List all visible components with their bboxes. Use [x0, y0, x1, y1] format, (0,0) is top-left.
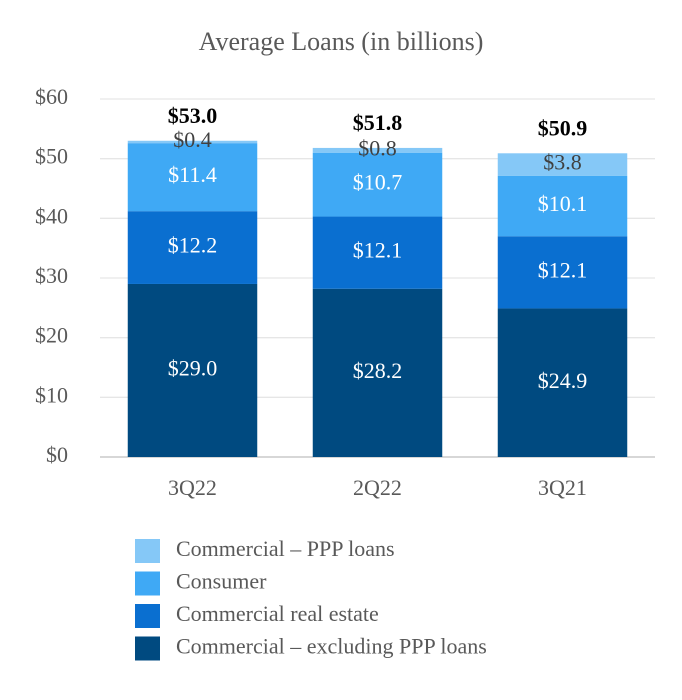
legend-label: Consumer [176, 569, 267, 594]
value-label: $28.2 [353, 358, 403, 383]
bar-segment [497, 175, 628, 237]
value-label: $12.1 [538, 257, 588, 282]
value-label: $0.8 [358, 135, 397, 160]
legend-swatch [135, 636, 160, 661]
y-tick-label: $60 [35, 84, 68, 109]
value-label: $24.9 [538, 368, 588, 393]
bar-segment [127, 211, 258, 284]
legend-label: Commercial – excluding PPP loans [176, 634, 487, 659]
x-tick-label: 2Q22 [353, 475, 402, 500]
bar-segment [312, 147, 443, 153]
legend-swatch [135, 571, 160, 596]
y-tick-label: $50 [35, 144, 68, 169]
x-tick-label: 3Q21 [538, 475, 587, 500]
bar-segment [127, 143, 258, 212]
bar-segment [497, 153, 628, 176]
bar-segment [497, 236, 628, 309]
total-label: $51.8 [353, 110, 403, 135]
value-label: $12.1 [353, 238, 403, 263]
chart-title: Average Loans (in billions) [199, 27, 484, 56]
bar-segment [127, 283, 258, 457]
value-label: $3.8 [543, 150, 582, 175]
value-label: $10.7 [353, 170, 403, 195]
value-label: $29.0 [168, 356, 218, 381]
y-tick-label: $20 [35, 323, 68, 348]
bar-segment [497, 308, 628, 457]
y-tick-label: $30 [35, 263, 68, 288]
total-label: $50.9 [538, 115, 588, 140]
value-label: $10.1 [538, 191, 588, 216]
legend-swatch [135, 539, 160, 563]
value-label: $12.2 [168, 233, 218, 258]
y-tick-label: $40 [35, 203, 68, 228]
bar-segment [127, 140, 258, 144]
legend-label: Commercial – PPP loans [176, 536, 395, 561]
x-tick-label: 3Q22 [168, 475, 217, 500]
value-label: $0.4 [173, 127, 212, 152]
bar-segment [312, 288, 443, 457]
value-label: $11.4 [168, 162, 217, 187]
legend-label: Commercial real estate [176, 601, 379, 626]
bar-segment [312, 152, 443, 217]
total-label: $53.0 [168, 103, 218, 128]
bar-segment [312, 216, 443, 289]
y-tick-label: $10 [35, 382, 68, 407]
y-tick-label: $0 [46, 442, 68, 467]
legend-swatch [135, 604, 160, 628]
